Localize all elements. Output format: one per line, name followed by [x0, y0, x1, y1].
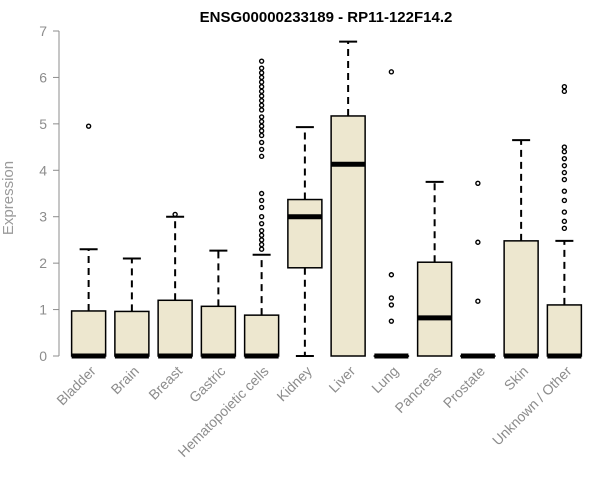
x-tick-label: Brain [108, 363, 142, 397]
y-tick-label: 5 [39, 116, 47, 132]
outlier-point [561, 84, 568, 90]
outlier-point [561, 188, 568, 194]
outlier-point [388, 302, 395, 308]
outlier-point [475, 298, 481, 304]
y-tick-label: 3 [39, 209, 47, 225]
box-skin [503, 139, 539, 359]
outlier-point [388, 272, 395, 278]
outlier-point [258, 220, 265, 227]
outlier-point [561, 88, 568, 95]
outlier-point [258, 237, 265, 243]
outlier-point [258, 79, 265, 85]
outlier-point [258, 204, 265, 211]
outlier-point [258, 74, 265, 81]
outlier-point [258, 102, 265, 108]
outlier-point [388, 69, 395, 75]
y-tick-label: 6 [39, 69, 47, 85]
box-body [330, 115, 366, 357]
y-axis-label: Expression [0, 161, 17, 235]
y-tick-label: 0 [39, 348, 47, 364]
outlier-point [258, 227, 265, 234]
box-series [70, 40, 583, 359]
x-tick-label: Breast [145, 363, 185, 403]
outlier-point [388, 318, 395, 324]
outlier-point [258, 146, 265, 153]
outlier-point [258, 123, 265, 129]
outlier-point [172, 211, 178, 218]
x-tick-label: Pancreas [392, 363, 445, 416]
outlier-point [258, 114, 265, 120]
y-tick-label: 4 [39, 162, 47, 178]
outlier-point [258, 70, 265, 76]
outlier-point [258, 65, 265, 71]
box-unknown-other [546, 84, 583, 359]
box-body [70, 310, 107, 357]
outlier-point [475, 239, 481, 245]
outlier-point [258, 153, 265, 160]
outlier-point [388, 295, 395, 301]
x-tick-label: Prostate [440, 363, 488, 411]
outlier-point [561, 162, 568, 169]
outlier-point [561, 169, 568, 176]
outlier-point [258, 97, 265, 104]
x-tick-label: Bladder [53, 363, 99, 409]
outlier-point [258, 84, 265, 90]
outlier-point [258, 246, 265, 252]
outlier-point [561, 144, 568, 150]
box-pancreas [416, 180, 453, 357]
outlier-point [258, 197, 265, 204]
box-breast [157, 211, 193, 359]
box-lung [373, 69, 410, 359]
box-kidney [287, 126, 323, 357]
y-axis-ticks: 0 1 2 3 4 5 6 7 [39, 23, 59, 364]
outlier-point [258, 190, 265, 197]
outlier-point [561, 155, 568, 162]
outlier-point [561, 197, 568, 204]
y-tick-label: 2 [39, 255, 47, 271]
outlier-point [561, 218, 568, 225]
box-body [503, 240, 539, 357]
box-liver [330, 40, 366, 357]
box-body [157, 299, 193, 357]
x-tick-label: Lung [368, 363, 401, 396]
box-bladder [70, 123, 107, 359]
outlier-point [258, 241, 265, 248]
box-body [416, 261, 453, 357]
outlier-point [258, 139, 265, 146]
y-tick-label: 7 [39, 23, 47, 39]
box-body [287, 198, 323, 269]
x-tick-label: Unknown / Other [489, 363, 575, 449]
outlier-point [258, 107, 265, 113]
outlier-point [258, 232, 265, 238]
y-tick-label: 1 [39, 302, 47, 318]
box-body [114, 310, 150, 357]
box-hematopoietic-cells [243, 58, 280, 359]
box-body [546, 304, 583, 357]
outlier-point [258, 93, 265, 99]
x-tick-label: Kidney [273, 363, 315, 405]
outlier-point [475, 180, 481, 186]
outlier-point [258, 128, 265, 134]
chart-title: ENSG00000233189 - RP11-122F14.2 [200, 9, 453, 26]
box-body [243, 314, 280, 357]
x-tick-label: Liver [325, 363, 358, 396]
outlier-point [258, 214, 265, 220]
outlier-point [561, 176, 568, 183]
box-brain [114, 257, 150, 359]
outlier-point [258, 118, 265, 125]
outlier-point [85, 123, 92, 129]
x-tick-label: Skin [501, 363, 532, 394]
outlier-point [561, 209, 568, 215]
outlier-point [561, 225, 568, 232]
outlier-point [258, 58, 265, 64]
outlier-point [561, 149, 568, 155]
outlier-point [258, 88, 265, 95]
box-body [200, 305, 237, 357]
x-tick-label: Gastric [186, 363, 229, 406]
box-prostate [460, 180, 496, 359]
outlier-point [258, 132, 265, 139]
box-gastric [200, 249, 237, 359]
